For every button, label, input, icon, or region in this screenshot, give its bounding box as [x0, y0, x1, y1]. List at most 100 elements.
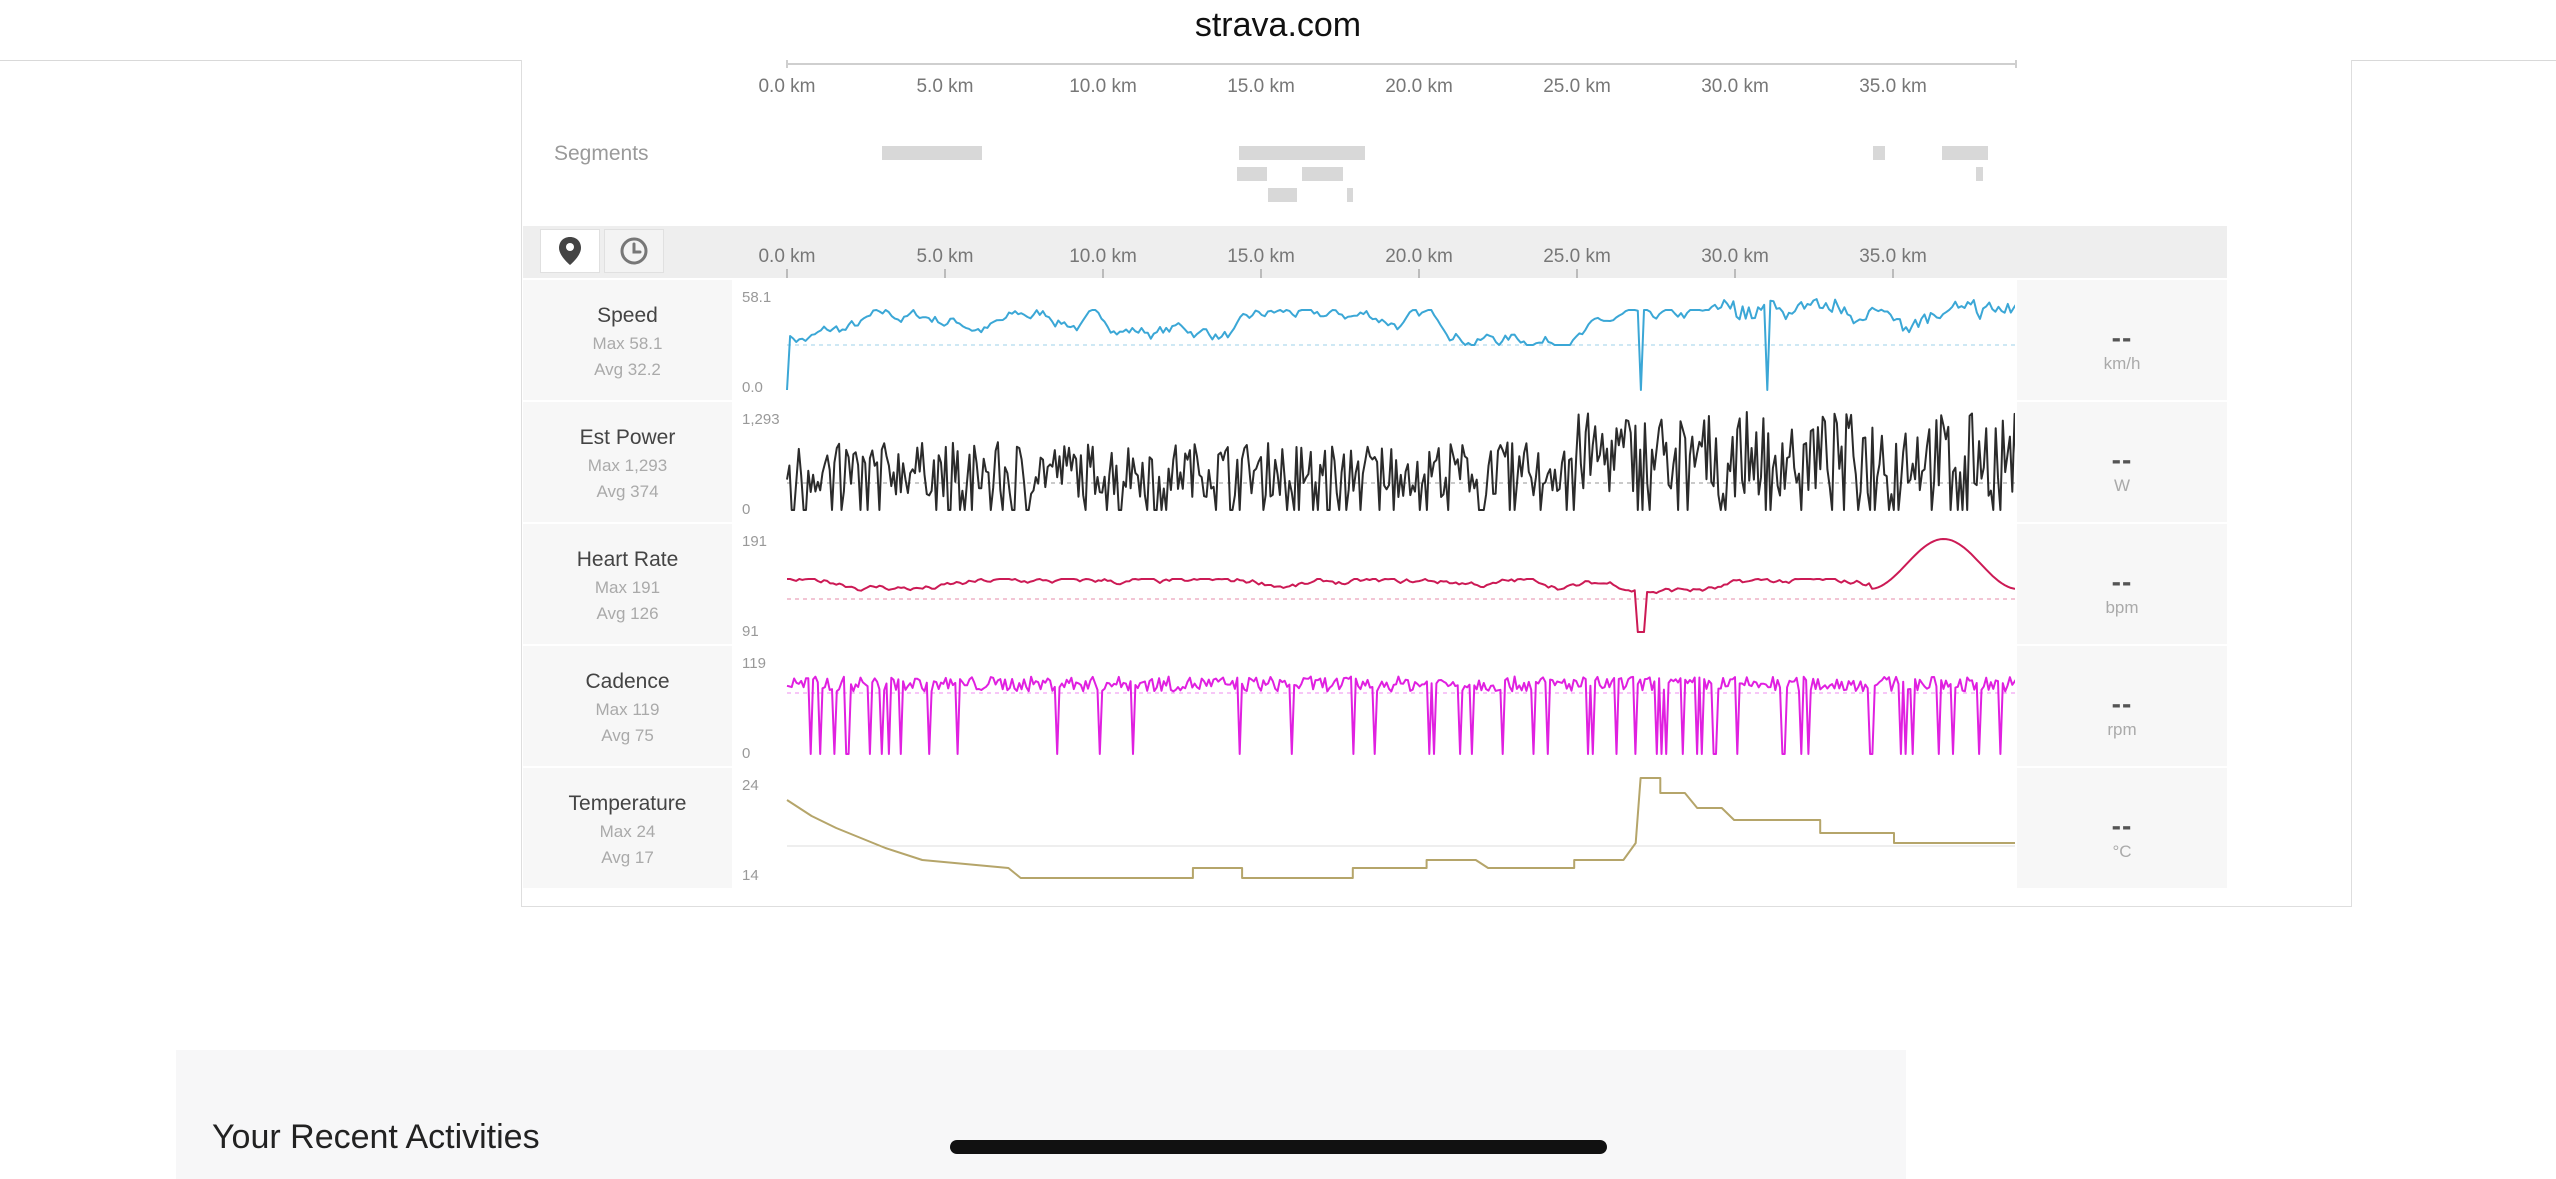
stream-unit: °C	[2112, 842, 2132, 861]
stream-value-cell: -- bpm	[2017, 524, 2227, 644]
stream-current-value: --	[2111, 810, 2133, 841]
stream-current-value: --	[2111, 322, 2133, 353]
axis-tick-label: 35.0 km	[1859, 76, 1927, 97]
segment-bar[interactable]	[1347, 188, 1353, 202]
y-max-label: 24	[742, 777, 759, 794]
stream-unit: bpm	[2105, 598, 2139, 617]
axis-tick-label: 10.0 km	[1069, 76, 1137, 97]
stream-row-heart-rate: Heart Rate Max 191 Avg 126 -- bpm 191 91	[523, 524, 2227, 644]
axis-tick-label: 5.0 km	[916, 76, 973, 97]
stream-chart[interactable]: 1,293 0	[734, 402, 2015, 522]
stream-max: Max 58.1	[592, 334, 663, 353]
stream-label-cell: Heart Rate Max 191 Avg 126	[523, 524, 732, 644]
y-max-label: 191	[742, 533, 767, 550]
stream-line	[786, 777, 2015, 879]
axis-tick-label: 20.0 km	[1385, 246, 1453, 267]
y-min-label: 0	[742, 501, 750, 518]
axis-tick-label: 35.0 km	[1859, 246, 1927, 267]
axis-tick-label: 25.0 km	[1543, 76, 1611, 97]
axis-tick-label: 20.0 km	[1385, 76, 1453, 97]
segment-bar[interactable]	[1268, 188, 1297, 202]
segment-bar[interactable]	[1237, 167, 1267, 181]
stream-unit: W	[2113, 476, 2131, 495]
stream-max: Max 191	[594, 578, 661, 597]
stream-avg: Avg 17	[601, 848, 654, 867]
stream-label-cell: Speed Max 58.1 Avg 32.2	[523, 280, 732, 400]
map-pin-icon	[559, 237, 581, 265]
segments-label: Segments	[554, 142, 649, 165]
stream-chart[interactable]: 24 14	[734, 768, 2015, 888]
stream-label-cell: Cadence Max 119 Avg 75	[523, 646, 732, 766]
stream-line	[787, 538, 2015, 633]
stream-name: Heart Rate	[576, 548, 679, 571]
stream-row-cadence: Cadence Max 119 Avg 75 -- rpm 119 0	[523, 646, 2227, 766]
stream-unit: rpm	[2107, 720, 2137, 739]
y-min-label: 91	[742, 623, 759, 640]
stream-value-cell: -- rpm	[2017, 646, 2227, 766]
browser-address-bar[interactable]: strava.com	[0, 0, 2556, 61]
chart-toolbar	[523, 226, 2227, 278]
distance-axis: 0.0 km 5.0 km 10.0 km 15.0 km 20.0 km 25.0 km…	[758, 246, 1927, 278]
axis-tick-label: 25.0 km	[1543, 246, 1611, 267]
stream-name: Temperature	[568, 792, 687, 815]
time-mode-button[interactable]	[604, 229, 664, 273]
stream-name: Est Power	[579, 426, 676, 449]
stream-label-cell: Temperature Max 24 Avg 17	[523, 768, 732, 888]
stream-avg: Avg 32.2	[594, 360, 661, 379]
stream-value-cell: -- °C	[2017, 768, 2227, 888]
axis-tick-label: 0.0 km	[758, 76, 815, 97]
clock-icon	[620, 237, 648, 265]
recent-activities-title: Your Recent Activities	[212, 1118, 540, 1156]
stream-current-value: --	[2111, 566, 2133, 597]
stream-current-value: --	[2111, 688, 2133, 719]
y-max-label: 119	[742, 655, 766, 672]
stream-row-temperature: Temperature Max 24 Avg 17 -- °C 24 14	[523, 768, 2227, 888]
stream-chart[interactable]: 58.1 0.0	[734, 280, 2015, 400]
stream-row-est-power: Est Power Max 1,293 Avg 374 -- W 1,293 0	[523, 402, 2227, 522]
axis-tick-label: 15.0 km	[1227, 76, 1295, 97]
stream-avg: Avg 75	[601, 726, 654, 745]
segment-bars[interactable]	[882, 146, 1988, 202]
axis-tick-label: 30.0 km	[1701, 76, 1769, 97]
distance-mode-button[interactable]	[540, 229, 600, 273]
y-min-label: 0	[742, 745, 750, 762]
stream-current-value: --	[2111, 444, 2133, 475]
stream-max: Max 24	[599, 822, 656, 841]
axis-tick-label: 30.0 km	[1701, 246, 1769, 267]
stream-avg: Avg 126	[596, 604, 659, 623]
segment-bar[interactable]	[1976, 167, 1983, 181]
axis-tick-label: 0.0 km	[758, 246, 815, 267]
stream-row-speed: Speed Max 58.1 Avg 32.2 -- km/h 58.1 0.0	[523, 280, 2227, 400]
y-max-label: 1,293	[742, 411, 780, 428]
stream-label-cell: Est Power Max 1,293 Avg 374	[523, 402, 732, 522]
y-min-label: 14	[742, 867, 759, 884]
axis-tick-label: 5.0 km	[916, 246, 973, 267]
segment-bar[interactable]	[882, 146, 982, 160]
stream-value-cell: -- W	[2017, 402, 2227, 522]
stream-chart[interactable]: 191 91	[734, 524, 2015, 644]
stream-line	[786, 675, 2015, 755]
segments-chart: 0.0 km 5.0 km 10.0 km 15.0 km 20.0 km 25.0 km…	[758, 60, 2017, 202]
url-text: strava.com	[1194, 6, 1362, 44]
stream-value-cell: -- km/h	[2017, 280, 2227, 400]
axis-tick-label: 10.0 km	[1069, 246, 1137, 267]
y-min-label: 0.0	[742, 379, 763, 396]
stream-max: Max 1,293	[587, 456, 668, 475]
segment-bar[interactable]	[1239, 146, 1365, 160]
stream-avg: Avg 374	[596, 482, 659, 501]
stream-plot[interactable]	[734, 280, 2015, 400]
segment-bar[interactable]	[1873, 146, 1885, 160]
stream-chart[interactable]: 119 0	[734, 646, 2015, 766]
y-max-label: 58.1	[742, 289, 771, 306]
stream-unit: km/h	[2103, 354, 2141, 373]
segment-bar[interactable]	[1302, 167, 1343, 181]
recent-activities-section: Your Recent Activities	[176, 1050, 1906, 1179]
home-indicator[interactable]	[950, 1140, 1607, 1154]
stream-line	[786, 298, 2015, 391]
axis-tick-label: 15.0 km	[1227, 246, 1295, 267]
segment-bar[interactable]	[1942, 146, 1988, 160]
stream-name: Cadence	[585, 670, 670, 693]
stream-max: Max 119	[595, 700, 660, 719]
stream-line	[786, 411, 2015, 511]
stream-name: Speed	[597, 304, 658, 327]
